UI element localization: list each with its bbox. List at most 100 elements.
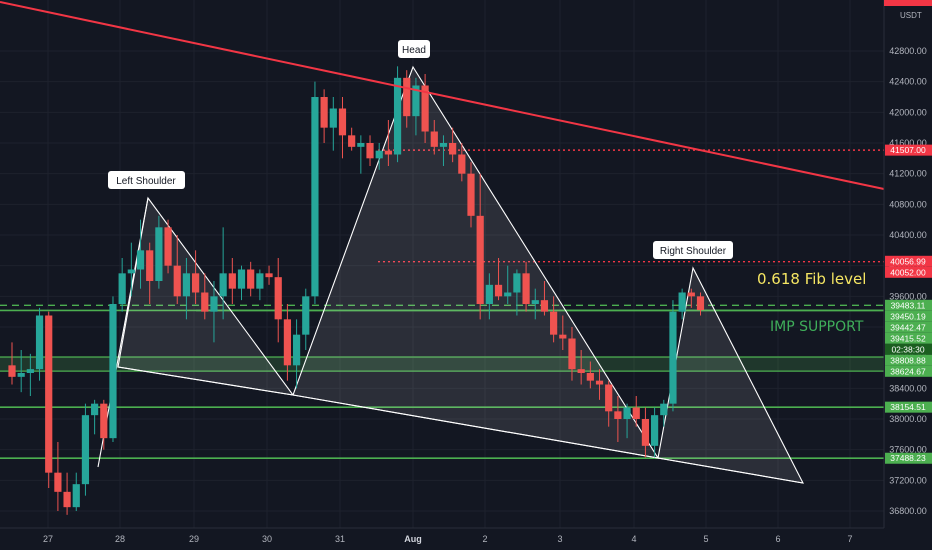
candle[interactable] <box>100 399 108 450</box>
candle[interactable] <box>320 89 328 143</box>
head-label[interactable]: Head <box>398 40 430 58</box>
candle[interactable] <box>329 97 337 151</box>
candle[interactable] <box>292 319 301 389</box>
price-tag-text: 38624.67 <box>890 366 926 376</box>
candle[interactable] <box>550 296 558 343</box>
left-shoulder-label-text: Left Shoulder <box>116 176 176 187</box>
right-shoulder-label[interactable]: Right Shoulder <box>653 241 733 259</box>
price-tag[interactable]: 38154.51 <box>885 401 932 413</box>
candle[interactable] <box>247 261 255 297</box>
candle[interactable] <box>155 215 163 289</box>
candle[interactable] <box>274 258 282 343</box>
candle[interactable] <box>91 399 99 435</box>
candle[interactable] <box>485 273 493 320</box>
candle[interactable] <box>641 407 650 458</box>
candle[interactable] <box>595 369 604 400</box>
candle[interactable] <box>192 250 200 304</box>
candle[interactable] <box>17 350 25 393</box>
candle[interactable] <box>504 265 512 304</box>
candle[interactable] <box>256 269 264 301</box>
price-tag-text: 39442.47 <box>890 322 926 332</box>
candle[interactable] <box>393 66 402 163</box>
candle[interactable] <box>146 242 154 304</box>
pattern-baseline[interactable] <box>117 366 804 484</box>
candle[interactable] <box>412 77 420 136</box>
candle[interactable] <box>302 288 310 350</box>
candle[interactable] <box>687 288 695 308</box>
candle[interactable] <box>513 269 521 316</box>
candle[interactable] <box>63 472 71 515</box>
candle[interactable] <box>357 135 365 174</box>
candle[interactable] <box>421 74 429 143</box>
candle[interactable] <box>696 292 705 316</box>
candle[interactable] <box>35 307 44 381</box>
candle[interactable] <box>26 353 34 396</box>
candle[interactable] <box>210 281 218 343</box>
candle[interactable] <box>458 143 466 182</box>
candle[interactable] <box>109 296 117 442</box>
candle[interactable] <box>118 258 126 312</box>
candle[interactable] <box>522 261 530 312</box>
price-tag[interactable]: 41507.00 <box>885 144 932 156</box>
candle[interactable] <box>228 258 236 304</box>
price-tag[interactable]: 37488.23 <box>885 452 932 464</box>
candle[interactable] <box>531 288 539 320</box>
candle[interactable] <box>375 143 383 170</box>
candle[interactable] <box>72 472 80 511</box>
candle[interactable] <box>54 442 62 511</box>
candle[interactable] <box>338 97 347 159</box>
price-tag[interactable]: 39483.11 <box>885 299 932 311</box>
candle[interactable] <box>182 258 191 320</box>
candle[interactable] <box>265 265 273 285</box>
candle[interactable] <box>605 380 613 427</box>
price-tag-text: 41507.00 <box>890 145 926 155</box>
time-axis[interactable] <box>0 527 884 550</box>
candle[interactable] <box>568 327 576 381</box>
candle[interactable] <box>678 288 686 320</box>
candle[interactable] <box>384 120 392 166</box>
candle[interactable] <box>127 242 135 297</box>
candle[interactable] <box>311 81 319 304</box>
candle[interactable] <box>467 162 475 228</box>
candle[interactable] <box>623 403 631 439</box>
candle[interactable] <box>651 407 659 458</box>
candle[interactable] <box>237 265 246 301</box>
candle[interactable] <box>8 342 16 385</box>
price-tag[interactable]: 38624.67 <box>885 365 932 377</box>
candle[interactable] <box>201 273 209 320</box>
price-tag[interactable]: 40056.99 <box>885 255 932 267</box>
candle[interactable] <box>439 135 448 166</box>
candle[interactable] <box>283 304 291 381</box>
candle[interactable] <box>366 135 374 166</box>
price-tag[interactable]: 40052.00 <box>885 266 932 278</box>
candle[interactable] <box>494 258 503 301</box>
candle[interactable] <box>660 399 668 427</box>
price-tag[interactable]: 39450.19 <box>885 310 932 322</box>
price-tag[interactable]: 38808.88 <box>885 354 932 366</box>
candle[interactable] <box>476 173 484 320</box>
candle[interactable] <box>449 127 457 163</box>
candle[interactable] <box>45 311 53 488</box>
candle[interactable] <box>136 219 145 289</box>
left-shoulder-label[interactable]: Left Shoulder <box>108 171 185 189</box>
candle[interactable] <box>586 361 594 389</box>
price-tag-text: 39483.11 <box>891 300 926 310</box>
candle[interactable] <box>540 281 549 316</box>
candle[interactable] <box>173 235 181 304</box>
candle[interactable] <box>614 396 622 442</box>
candle[interactable] <box>577 350 585 385</box>
candle[interactable] <box>164 219 172 274</box>
price-tag[interactable]: 39442.47 <box>885 321 932 333</box>
candle[interactable] <box>632 396 640 427</box>
candle[interactable] <box>81 403 90 496</box>
candle[interactable] <box>403 70 411 128</box>
candle[interactable] <box>348 127 356 151</box>
candle[interactable] <box>559 315 567 351</box>
candle[interactable] <box>430 120 438 155</box>
descending-trendline[interactable] <box>0 1 885 190</box>
countdown-text: 02:38:30 <box>891 344 924 354</box>
candle[interactable] <box>669 300 677 412</box>
candle[interactable] <box>219 227 227 320</box>
